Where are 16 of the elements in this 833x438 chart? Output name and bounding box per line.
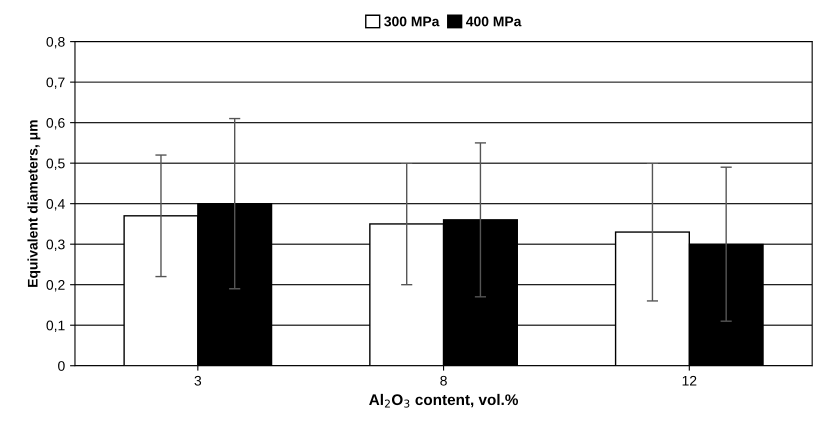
y-tick-label: 0,6 [46, 118, 65, 130]
x-tick-label: 12 [682, 376, 696, 386]
x-tick-label: 8 [440, 376, 447, 386]
y-tick-label: 0,1 [46, 320, 65, 332]
y-tick-label: 0,8 [46, 36, 65, 48]
y-axis-title: Equivalent diameters, μm [27, 120, 40, 287]
y-tick-label: 0,2 [46, 280, 65, 292]
y-tick-label: 0,5 [46, 158, 65, 170]
legend-label: 300 MPa [384, 16, 440, 26]
y-tick-label: 0,7 [46, 77, 65, 89]
y-tick-label: 0,3 [46, 240, 65, 251]
y-tick-label: 0,4 [46, 199, 65, 210]
y-tick-label: 0 [58, 361, 65, 371]
x-tick-label: 3 [194, 376, 202, 386]
x-axis-title: Al$_{2}$O$_{3}$ content, vol.% [369, 394, 518, 408]
legend-label: 400 MPa [466, 16, 522, 26]
